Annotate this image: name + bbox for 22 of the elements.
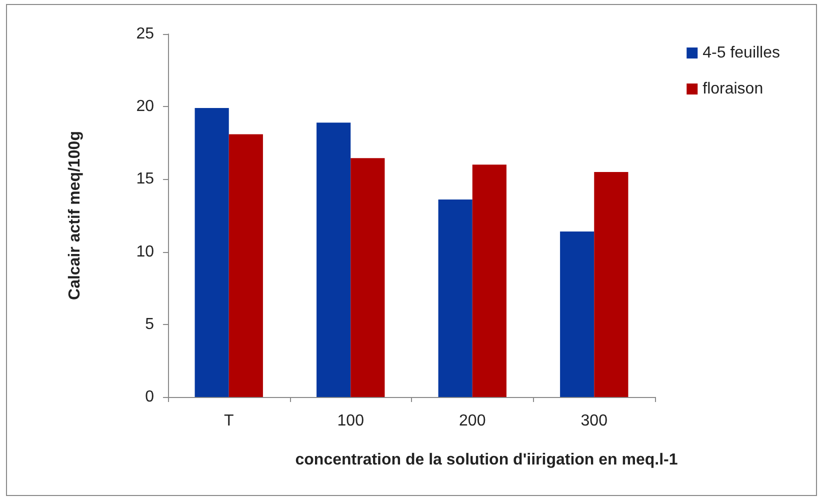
- bar: [438, 200, 472, 397]
- bar: [472, 164, 506, 397]
- bar: [228, 134, 263, 397]
- x-tick-label: 100: [337, 412, 364, 430]
- x-tick-label: T: [224, 412, 234, 430]
- y-tick-label: 10: [136, 243, 154, 260]
- y-axis-title: Calcair actif meq/100g: [66, 131, 84, 300]
- legend-label: 4-5 feuilles: [702, 44, 780, 62]
- legend-label: floraison: [702, 80, 764, 98]
- bar: [594, 172, 628, 397]
- x-axis-title: concentration de la solution d'iirigation en meq.l-1: [295, 452, 678, 468]
- bar: [194, 108, 229, 397]
- y-tick-label: 25: [136, 26, 154, 42]
- x-tick-label: 300: [580, 412, 608, 430]
- x-tick-label: 200: [459, 412, 486, 430]
- y-tick-label: 5: [145, 316, 154, 333]
- y-tick-label: 15: [136, 170, 154, 188]
- y-tick-label: 0: [145, 388, 154, 406]
- bar: [316, 122, 351, 397]
- y-tick-label: 20: [136, 98, 154, 116]
- bar: [560, 231, 594, 397]
- bar: [350, 158, 385, 397]
